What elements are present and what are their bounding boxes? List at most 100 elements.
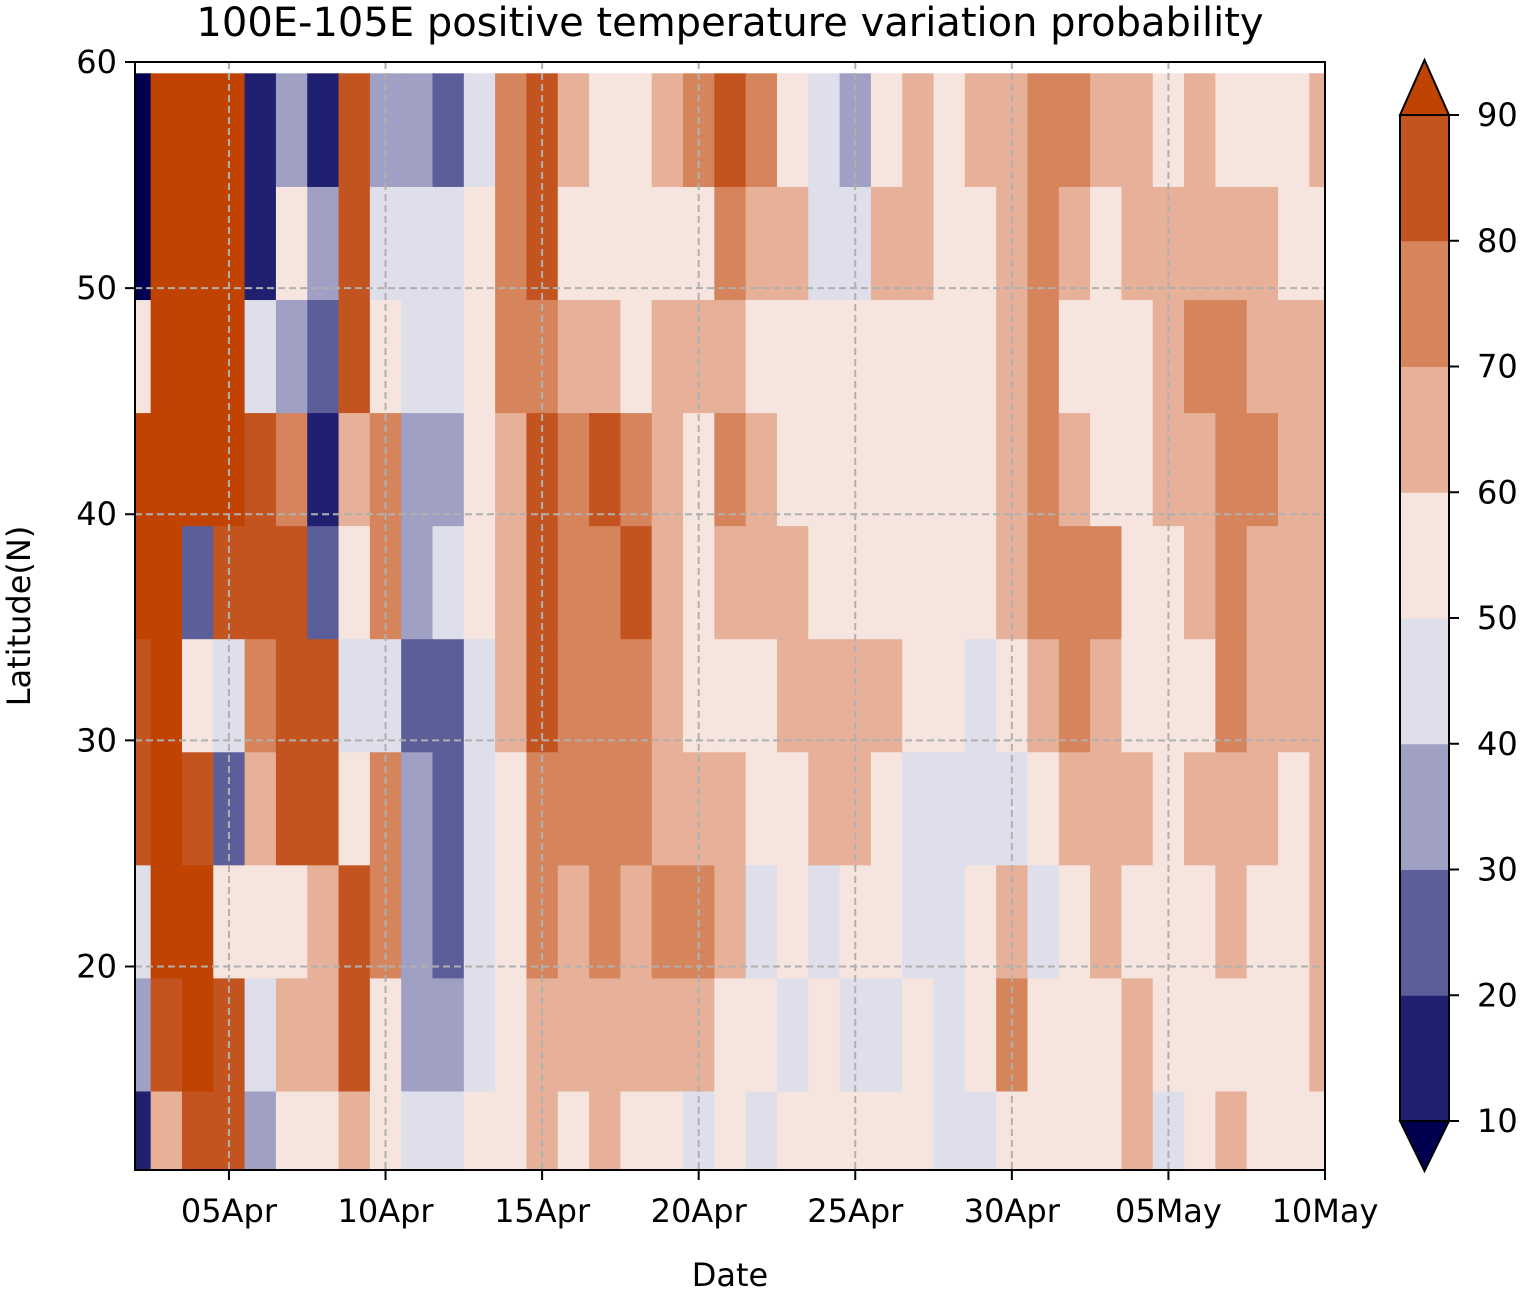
heatmap-cell (651, 864, 684, 979)
heatmap-cell (1278, 977, 1310, 1092)
heatmap-cell (745, 299, 778, 414)
heatmap-cell (964, 412, 997, 527)
heatmap-cell (244, 73, 277, 187)
heatmap-cell (135, 638, 152, 753)
heatmap-cell (307, 977, 340, 1092)
heatmap-cell (432, 1090, 465, 1170)
heatmap-cell (902, 1090, 935, 1170)
heatmap-cell (1090, 638, 1123, 753)
heatmap-cell (495, 751, 528, 866)
heatmap-cell (307, 299, 340, 414)
heatmap-cell (463, 977, 496, 1092)
heatmap-cell (1215, 1090, 1248, 1170)
heatmap-cell (714, 299, 747, 414)
colorbar-segment (1400, 995, 1449, 1122)
heatmap-cell (1278, 1090, 1310, 1170)
heatmap-cell (714, 186, 747, 301)
y-axis-label: Latitude(N) (0, 526, 38, 707)
colorbar-segment (1400, 115, 1449, 242)
heatmap-cell (275, 299, 308, 414)
heatmap-cell (1278, 186, 1310, 301)
heatmap-cell (432, 525, 465, 640)
heatmap-cell (776, 73, 809, 187)
x-tick-label: 10May (1272, 1192, 1379, 1230)
heatmap-cell (338, 412, 371, 527)
heatmap-cell (1090, 412, 1123, 527)
heatmap-cell (1027, 1090, 1060, 1170)
y-axis: 20 30 40 50 60 (76, 43, 135, 985)
heatmap-cell (1090, 864, 1123, 979)
y-tick-label: 30 (76, 721, 117, 759)
heatmap-cell (620, 525, 653, 640)
heatmap-cell (307, 751, 340, 866)
heatmap-cell (714, 1090, 747, 1170)
heatmap-cell (776, 977, 809, 1092)
heatmap-cell (338, 638, 371, 753)
heatmap-cell (432, 751, 465, 866)
heatmap-cell (275, 977, 308, 1092)
heatmap-cell (870, 1090, 903, 1170)
heatmap-cell (902, 638, 935, 753)
heatmap-cell (338, 1090, 371, 1170)
heatmap-cell (902, 864, 935, 979)
heatmap-cell (495, 299, 528, 414)
heatmap-cell (244, 977, 277, 1092)
heatmap-cell (181, 864, 214, 979)
x-tick-label: 05Apr (181, 1192, 278, 1230)
heatmap-cell (933, 412, 966, 527)
heatmap-cell (745, 638, 778, 753)
heatmap-cell (495, 73, 528, 187)
heatmap-cell (181, 751, 214, 866)
heatmap-cell (135, 977, 152, 1092)
heatmap-cell (933, 864, 966, 979)
colorbar-tick-label: 40 (1477, 725, 1518, 763)
heatmap-cell (338, 73, 371, 187)
heatmap-cell (933, 638, 966, 753)
heatmap-cell (135, 299, 152, 414)
heatmap-cell (1215, 73, 1248, 187)
chart-title: 100E-105E positive temperature variation… (196, 0, 1263, 46)
heatmap-cell (1058, 73, 1091, 187)
heatmap-cell (463, 299, 496, 414)
heatmap-cell (1246, 977, 1279, 1092)
heatmap-cell (964, 73, 997, 187)
heatmap-cell (1278, 412, 1310, 527)
heatmap-cell (557, 73, 590, 187)
heatmap-cell (1121, 977, 1154, 1092)
heatmap-cell (964, 638, 997, 753)
heatmap-cell (401, 186, 434, 301)
heatmap-cell (1121, 299, 1154, 414)
colorbar-tick-label: 50 (1477, 599, 1518, 637)
heatmap-cell (714, 525, 747, 640)
heatmap-cell (964, 525, 997, 640)
heatmap-cell (745, 864, 778, 979)
x-tick-label: 30Apr (964, 1192, 1061, 1230)
heatmap-cell (1215, 525, 1248, 640)
heatmap-cell (808, 186, 841, 301)
heatmap-cell (776, 299, 809, 414)
heatmap-cell (244, 525, 277, 640)
heatmap-cell (1278, 751, 1310, 866)
heatmap-cell (620, 299, 653, 414)
x-tick-label: 15Apr (494, 1192, 591, 1230)
colorbar-segment (1400, 869, 1449, 996)
heatmap-cell (1121, 412, 1154, 527)
y-tick-label: 50 (76, 269, 117, 307)
heatmap-cell (651, 525, 684, 640)
heatmap-cell (870, 751, 903, 866)
heatmap-cell (870, 186, 903, 301)
heatmap-cell (1278, 864, 1310, 979)
heatmap-cell (964, 186, 997, 301)
heatmap-cell (275, 412, 308, 527)
heatmap-cell (557, 525, 590, 640)
heatmap-cell (1215, 751, 1248, 866)
heatmap-cell (1184, 1090, 1216, 1170)
heatmap-cell (401, 751, 434, 866)
heatmap-cell (307, 73, 340, 187)
heatmap-cell (589, 864, 621, 979)
heatmap-cell (1027, 525, 1060, 640)
heatmap-cell (135, 186, 152, 301)
heatmap-cell (1215, 186, 1248, 301)
heatmap-cell (463, 1090, 496, 1170)
heatmap-cell (745, 186, 778, 301)
